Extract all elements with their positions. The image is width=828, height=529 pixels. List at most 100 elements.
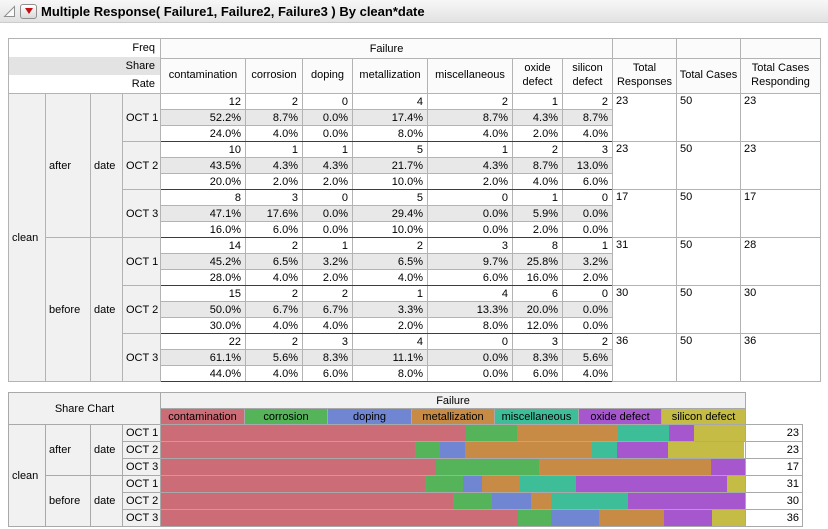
bar-segment-miscellaneous	[591, 442, 618, 458]
row-header-date: date	[90, 237, 123, 382]
freq-value: 6	[512, 285, 563, 302]
freq-value: 1	[245, 141, 303, 158]
bar-segment-contamination	[161, 476, 425, 492]
stacked-bar-track	[161, 493, 745, 509]
freq-value: 2	[562, 333, 613, 350]
rate-value: 2.0%	[302, 269, 353, 286]
freq-value: 1	[562, 237, 613, 254]
bar-segment-corrosion	[415, 442, 441, 458]
chart-failure-group-header: Failure	[160, 392, 746, 409]
freq-value: 1	[512, 189, 563, 206]
row-header-oct: OCT 2	[122, 141, 161, 190]
share-value: 4.3%	[245, 157, 303, 174]
freq-value: 0	[302, 93, 353, 110]
bar-segment-corrosion	[453, 493, 493, 509]
bar-segment-miscellaneous	[618, 425, 670, 441]
bar-segment-contamination	[161, 442, 416, 458]
stacked-bar-track	[161, 442, 745, 458]
total-value: 50	[676, 189, 741, 238]
rate-value: 6.0%	[427, 269, 513, 286]
share-value: 21.7%	[352, 157, 428, 174]
bar-segment-silicon-defect	[712, 510, 745, 526]
rate-value: 28.0%	[160, 269, 246, 286]
total-value: 23	[740, 93, 821, 142]
freq-value: 12	[160, 93, 246, 110]
share-value: 17.4%	[352, 109, 428, 126]
rate-value: 16.0%	[160, 221, 246, 238]
freq-value: 0	[427, 333, 513, 350]
red-triangle-icon	[24, 8, 33, 14]
bar-segment-doping	[462, 476, 482, 492]
total-value: 50	[676, 285, 741, 334]
total-value: 23	[612, 141, 677, 190]
legend-item: silicon defect	[661, 408, 746, 425]
spacer	[745, 408, 803, 425]
chart-row-header-oct: OCT 1	[122, 475, 161, 493]
rate-value: 4.0%	[562, 365, 613, 382]
bar-segment-doping	[550, 510, 599, 526]
total-header-band	[612, 37, 677, 60]
freq-value: 2	[427, 93, 513, 110]
bar-segment-oxide-defect	[576, 476, 727, 492]
freq-value: 2	[512, 141, 563, 158]
freq-value: 2	[245, 285, 303, 302]
bar-segment-silicon-defect	[667, 442, 744, 458]
share-value: 8.7%	[512, 157, 563, 174]
rate-value: 2.0%	[512, 125, 563, 142]
row-header-oct: OCT 3	[122, 333, 161, 382]
chart-count-value: 36	[745, 509, 803, 527]
chart-row-header-date: date	[90, 424, 123, 476]
share-value: 43.5%	[160, 157, 246, 174]
disclosure-triangle-icon[interactable]	[3, 4, 16, 18]
row-header-oct: OCT 1	[122, 93, 161, 142]
chart-row-header-clean-level: before	[45, 475, 91, 527]
total-header-band	[676, 37, 741, 60]
share-chart-title: Share Chart	[8, 392, 161, 425]
freq-value: 3	[245, 189, 303, 206]
freq-value: 2	[302, 285, 353, 302]
legend-item: miscellaneous	[494, 408, 579, 425]
bar-segment-silicon-defect	[694, 425, 745, 441]
rate-value: 2.0%	[302, 173, 353, 190]
column-header: contamination	[160, 58, 246, 94]
share-value: 9.7%	[427, 253, 513, 270]
share-value: 13.3%	[427, 301, 513, 318]
chart-row-header-oct: OCT 2	[122, 492, 161, 510]
freq-value: 0	[302, 189, 353, 206]
bar-segment-oxide-defect	[628, 493, 745, 509]
red-triangle-menu-button[interactable]	[20, 3, 37, 19]
rate-value: 2.0%	[245, 173, 303, 190]
bar-segment-miscellaneous	[519, 476, 577, 492]
rate-value: 2.0%	[512, 221, 563, 238]
column-header: miscellaneous	[427, 58, 513, 94]
legend-item: oxide defect	[578, 408, 662, 425]
rate-value: 6.0%	[562, 173, 613, 190]
chart-row-header-oct: OCT 3	[122, 458, 161, 476]
freq-value: 2	[245, 333, 303, 350]
multiple-response-table: Freq Share Rate Failure contamination corrosi…	[8, 37, 821, 382]
measure-label: Freq	[132, 42, 155, 54]
rate-value: 0.0%	[562, 221, 613, 238]
freq-value: 14	[160, 237, 246, 254]
measures-header: Freq Share Rate	[8, 38, 161, 94]
row-header-date: date	[90, 93, 123, 238]
rate-value: 10.0%	[352, 221, 428, 238]
rate-value: 4.0%	[245, 365, 303, 382]
bar-segment-oxide-defect	[617, 442, 668, 458]
rate-value: 4.0%	[562, 125, 613, 142]
chart-row-header-oct: OCT 3	[122, 509, 161, 527]
rate-value: 8.0%	[352, 365, 428, 382]
bar-segment-metallization	[531, 493, 551, 509]
stacked-bar	[160, 492, 746, 510]
share-value: 8.3%	[512, 349, 563, 366]
rate-value: 10.0%	[352, 173, 428, 190]
bar-segment-contamination	[161, 510, 518, 526]
bar-segment-doping	[492, 493, 532, 509]
total-value: 30	[740, 285, 821, 334]
total-value: 50	[676, 333, 741, 382]
share-value: 0.0%	[302, 205, 353, 222]
share-value: 61.1%	[160, 349, 246, 366]
chart-count-value: 23	[745, 441, 803, 459]
rate-value: 6.0%	[512, 365, 563, 382]
stacked-bar	[160, 458, 746, 476]
